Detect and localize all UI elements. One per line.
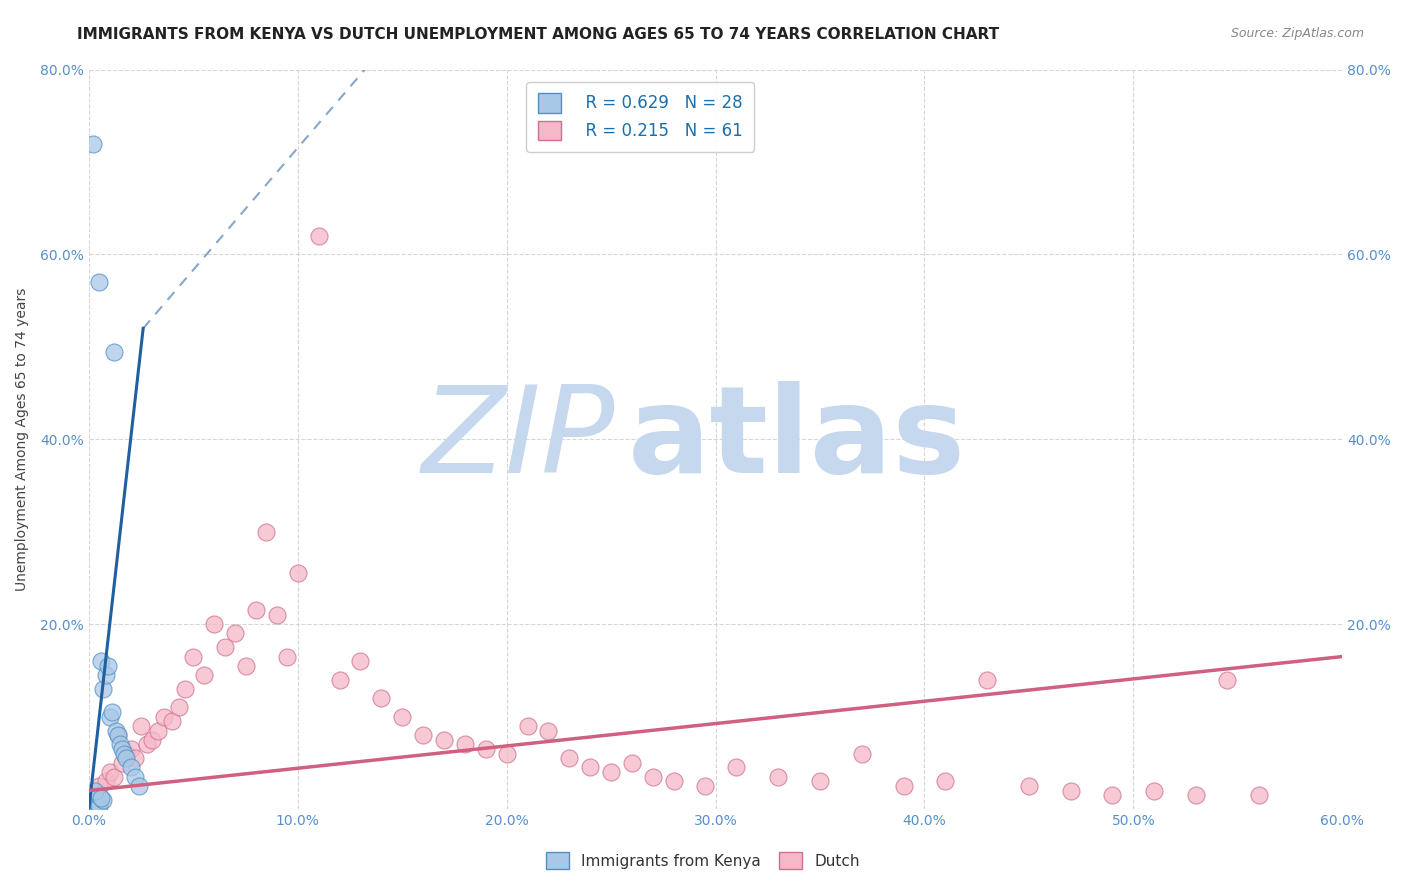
Point: [97, 658, 120, 673]
Legend:   R = 0.629   N = 28,   R = 0.215   N = 61: R = 0.629 N = 28, R = 0.215 N = 61: [526, 81, 754, 152]
Point: [641, 770, 664, 784]
Point: [1143, 783, 1166, 797]
Point: [90, 654, 112, 668]
Point: [86, 799, 108, 814]
Point: [112, 747, 135, 761]
Point: [90, 791, 112, 805]
Point: [101, 705, 124, 719]
Point: [107, 728, 129, 742]
Point: [349, 654, 371, 668]
Point: [235, 658, 257, 673]
Point: [224, 626, 246, 640]
Point: [84, 783, 107, 797]
Point: [1247, 788, 1270, 802]
Point: [86, 796, 108, 810]
Point: [89, 799, 111, 814]
Point: [107, 728, 129, 742]
Y-axis label: Unemployment Among Ages 65 to 74 years: Unemployment Among Ages 65 to 74 years: [15, 287, 30, 591]
Point: [1185, 788, 1208, 802]
Point: [94, 668, 117, 682]
Point: [276, 649, 298, 664]
Point: [370, 691, 392, 706]
Point: [308, 229, 330, 244]
Point: [725, 760, 748, 774]
Point: [146, 723, 169, 738]
Point: [1060, 783, 1083, 797]
Text: atlas: atlas: [628, 381, 966, 498]
Point: [167, 700, 190, 714]
Point: [103, 770, 125, 784]
Point: [433, 732, 456, 747]
Point: [111, 756, 134, 770]
Point: [620, 756, 643, 770]
Point: [129, 719, 152, 733]
Point: [695, 779, 717, 793]
Point: [120, 742, 142, 756]
Text: ZIP: ZIP: [422, 381, 616, 498]
Point: [84, 797, 107, 812]
Point: [115, 751, 138, 765]
Point: [82, 136, 104, 151]
Point: [391, 709, 413, 723]
Point: [89, 797, 111, 812]
Point: [600, 765, 623, 780]
Point: [153, 709, 176, 723]
Point: [124, 770, 146, 784]
Point: [1101, 788, 1123, 802]
Point: [768, 770, 790, 784]
Point: [84, 795, 107, 809]
Point: [579, 760, 602, 774]
Point: [412, 728, 434, 742]
Point: [136, 737, 159, 751]
Text: IMMIGRANTS FROM KENYA VS DUTCH UNEMPLOYMENT AMONG AGES 65 TO 74 YEARS CORRELATIO: IMMIGRANTS FROM KENYA VS DUTCH UNEMPLOYM…: [77, 27, 1000, 42]
Point: [193, 668, 215, 682]
Point: [103, 344, 125, 359]
Point: [141, 732, 163, 747]
Point: [454, 737, 477, 751]
Point: [108, 737, 131, 751]
Point: [89, 779, 111, 793]
Point: [266, 607, 288, 622]
Point: [124, 751, 146, 765]
Point: [98, 709, 121, 723]
Point: [202, 617, 225, 632]
Point: [474, 742, 496, 756]
Point: [128, 779, 150, 793]
Point: [245, 603, 267, 617]
Point: [98, 765, 121, 780]
Point: [851, 747, 873, 761]
Point: [287, 566, 309, 581]
Text: Source: ZipAtlas.com: Source: ZipAtlas.com: [1230, 27, 1364, 40]
Point: [1216, 673, 1239, 687]
Point: [976, 673, 998, 687]
Point: [516, 719, 538, 733]
Point: [254, 524, 277, 539]
Point: [162, 714, 184, 729]
Point: [111, 742, 134, 756]
Point: [89, 275, 111, 289]
Point: [808, 774, 831, 789]
Point: [934, 774, 956, 789]
Point: [1018, 779, 1040, 793]
Point: [94, 774, 117, 789]
Point: [115, 747, 138, 761]
Point: [181, 649, 204, 664]
Point: [537, 723, 560, 738]
Point: [93, 681, 115, 696]
Point: [662, 774, 685, 789]
Point: [328, 673, 350, 687]
Point: [89, 788, 111, 802]
Point: [893, 779, 915, 793]
Legend: Immigrants from Kenya, Dutch: Immigrants from Kenya, Dutch: [540, 846, 866, 875]
Point: [105, 723, 128, 738]
Point: [174, 681, 197, 696]
Point: [495, 747, 517, 761]
Point: [120, 760, 142, 774]
Point: [558, 751, 581, 765]
Point: [214, 640, 236, 655]
Point: [93, 793, 115, 807]
